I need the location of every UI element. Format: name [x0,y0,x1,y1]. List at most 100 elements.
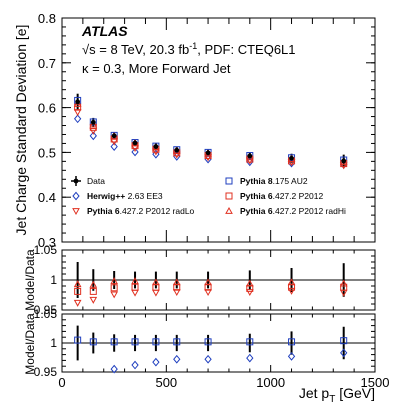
point-pythia-6-427-2-p2012-radlo [152,148,160,156]
legend-label-bold: Pythia 6 [240,191,273,201]
energy-lumi-rest: , PDF: CTEQ6L1 [197,42,295,57]
point-pythia-6-427-2-p2012-radlo [73,109,82,117]
legend-label-pythia-8-175-au2: Pythia 8.175 AU2 [240,176,308,186]
legend-label-bold: Pythia 6 [240,206,273,216]
legend-label-pythia-6-427-2-p2012: Pythia 6.427.2 P2012 [240,191,323,201]
legend-label-pythia-6-427-2-p2012-radlo: Pythia 6.427.2 P2012 radLo [87,206,195,216]
ratio1-point-pythia-6-427-2-p2012-radhi [204,278,212,286]
ratio2-point-pythia-8-175-au2 [152,338,160,346]
ratio1-point-pythia-6-427-2-p2012-radlo [89,296,98,304]
ratio1-point-pythia-6-427-2-p2012-radhi [89,280,98,288]
ratio1-point-pythia-6-427-2-p2012 [204,283,212,291]
ratio1-point-pythia-6-427-2-p2012-radlo [73,299,82,307]
legend-marker-pythia-6-427-2-p2012-radlo [72,208,80,216]
experiment-label: ATLAS [81,23,128,39]
ratio1-point-pythia-6-427-2-p2012-radhi [73,280,82,288]
x-tick-label: 1500 [361,375,390,390]
main-y-axis-label: Jet Charge Standard Deviation [e] [13,25,29,236]
legend-label-rest: .427.2 P2012 radLo [120,206,195,216]
point-data [90,119,96,125]
point-herwig-2-63-ee3 [204,154,212,164]
kappa-label: κ = 0.3, More Forward Jet [82,61,231,76]
ratio2-point-pythia-8-175-au2 [340,337,348,345]
ratio-panel-pythia8-herwig: 0.95 1 1.05 0 500 1000 1500 [34,307,390,390]
ratio1-point-pythia-6-427-2-p2012-radlo [131,289,139,297]
ratio1-point-pythia-6-427-2-p2012 [246,284,254,292]
point-herwig-2-63-ee3 [110,142,118,151]
ratio2-point-pythia-8-175-au2 [246,338,254,346]
ratio2-point-herwig-2-63-ee3 [173,354,181,364]
ratio1-point-pythia-6-427-2-p2012 [173,283,181,291]
point-pythia-6-427-2-p2012-radhi [73,99,82,107]
legend-marker-pythia-6-427-2-p2012 [225,192,233,200]
ratio1-point-pythia-6-427-2-p2012-radhi [172,278,181,286]
ratio2-point-herwig-2-63-ee3 [152,357,160,367]
legend-label-bold: Pythia 6 [87,206,120,216]
point-herwig-2-63-ee3 [173,152,181,161]
ratio2-point-pythia-8-175-au2 [131,338,139,346]
ratio1-y-tick-label: 0.95 [34,303,58,317]
ratio1-point-pythia-6-427-2-p2012-radlo [110,291,119,299]
ratio1-point-pythia-6-427-2-p2012-radlo [245,289,254,297]
ratio1-point-pythia-6-427-2-p2012 [110,284,118,292]
ratio1-point-pythia-6-427-2-p2012-radhi [245,279,254,287]
ratio-panel-pythia6: 0.95 1 1.05 [34,243,376,317]
ratio2-point-pythia-8-175-au2 [173,338,181,346]
point-herwig-2-63-ee3 [73,114,82,124]
ratio1-point-pythia-6-427-2-p2012 [74,287,82,295]
ratio1-point-pythia-6-427-2-p2012 [288,283,296,291]
point-pythia-6-427-2-p2012-radhi [89,120,98,128]
ratio2-point-pythia-8-175-au2 [288,338,296,346]
legend-label-herwig-2-63-ee3: Herwig++ 2.63 EE3 [87,191,163,201]
ratio2-y-tick-label: 1.05 [34,307,58,321]
main-panel: 0.3 0.4 0.5 0.6 0.7 0.8 [38,11,376,250]
legend-marker-pythia-6-427-2-p2012-radhi [225,206,233,214]
ratio2-y-tick-label: 1 [50,336,57,350]
main-y-tick-label: 0.5 [38,145,56,160]
ratio1-point-pythia-6-427-2-p2012-radhi [339,279,348,287]
point-data [174,147,180,153]
point-pythia-6-427-2-p2012-radlo [110,138,119,146]
main-frame [61,17,376,243]
ratio2-point-pythia-8-175-au2 [110,338,118,346]
legend-label-bold: Pythia 8 [240,176,273,186]
ratio1-point-pythia-6-427-2-p2012-radhi [131,277,139,285]
legend-label-rest: .427.2 P2012 [273,191,324,201]
energy-lumi-label: √s = 8 TeV, 20.3 fb-1, PDF: CTEQ6L1 [82,41,296,57]
legend-label-rest: 2.63 EE3 [125,191,163,201]
x-axis-label-main: Jet p [299,385,330,401]
point-data [132,140,138,146]
ratio2-point-herwig-2-63-ee3 [204,354,212,364]
energy-lumi-text: √s = 8 TeV, 20.3 fb [82,42,189,57]
point-data [75,99,81,105]
point-data [289,155,294,161]
point-data [247,153,253,159]
legend-label-bold: Herwig++ [87,191,125,201]
ratio2-point-herwig-2-63-ee3 [246,353,254,363]
legend: Data Pythia 8.175 AU2 Herwig++ 2.63 EE3 Pyt… [71,176,346,216]
point-herwig-2-63-ee3 [152,149,160,159]
main-y-tick-label: 0.7 [38,56,56,71]
point-data [205,150,211,156]
point-data [153,144,159,149]
point-data [111,133,117,139]
ratio1-point-pythia-6-427-2-p2012-radhi [110,277,119,285]
legend-label-pythia-6-427-2-p2012-radhi: Pythia 6.427.2 P2012 radHi [240,206,346,216]
ratio1-point-pythia-6-427-2-p2012-radlo [152,289,160,297]
x-axis-label: Jet pT [GeV] [299,385,375,402]
ratio1-point-pythia-6-427-2-p2012-radlo [172,289,181,297]
x-axis-label-unit: [GeV] [335,385,375,401]
ratio1-y-tick-label: 1 [50,273,57,287]
main-y-tick-label: 0.3 [38,235,56,250]
legend-label-rest: Data [87,176,105,186]
legend-marker-pythia-8-175-au2 [225,177,233,185]
point-herwig-2-63-ee3 [89,131,97,141]
ratio2-y-tick-label: 0.95 [34,365,58,379]
ratio2-y-axis-label: Model/Data [23,313,37,375]
ratio1-y-axis-label: Model/Data [23,249,37,311]
main-y-tick-label: 0.6 [38,101,56,116]
point-data [341,158,347,164]
ratio2-point-herwig-2-63-ee3 [131,360,139,370]
point-herwig-2-63-ee3 [131,147,139,157]
